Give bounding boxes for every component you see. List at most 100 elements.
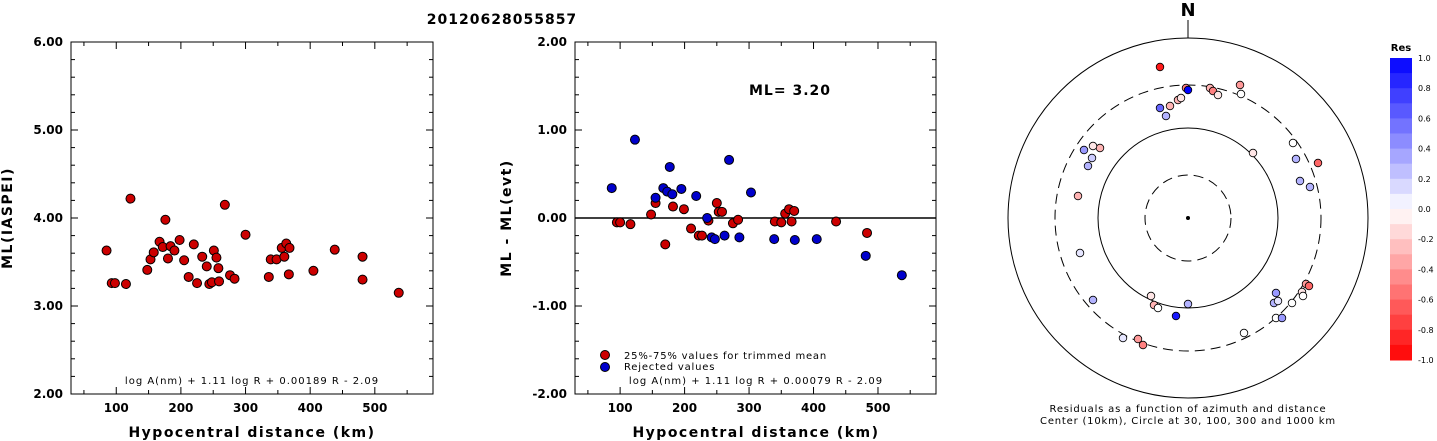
panel1-ytick-label: 3.00: [33, 299, 63, 313]
panel1-point: [142, 264, 153, 275]
panel2-ytick-label: 0.00: [537, 211, 567, 225]
panel1-ylabel: ML(IASPEI): [0, 167, 16, 269]
panel1-xtick-label: 100: [104, 401, 129, 415]
polar-point: [1155, 62, 1165, 72]
panel1-ytick-label: 6.00: [33, 35, 63, 49]
panel2-trimmed-point: [786, 216, 797, 227]
polar-points: [1073, 62, 1323, 350]
panel2-rejected-point: [789, 235, 800, 245]
panel1-point: [188, 239, 199, 250]
panel1-point: [308, 265, 319, 276]
panel1-point: [162, 253, 173, 264]
panel2-trimmed-point: [733, 214, 744, 225]
polar-point: [1161, 111, 1171, 121]
polar-point: [1235, 80, 1245, 90]
colorbar-cell: [1390, 239, 1412, 255]
panel1-points: [101, 193, 404, 298]
panel2-trimmed-point: [615, 217, 626, 228]
ring-30km: [1144, 174, 1232, 262]
panel1-point: [214, 276, 225, 287]
colorbar-cell: [1390, 148, 1412, 165]
panel1-xtick-label: 400: [298, 401, 323, 415]
polar-point: [1183, 85, 1193, 95]
panel1-point: [263, 271, 274, 282]
panel2-rejected-point: [896, 270, 907, 281]
panel1-point: [213, 263, 224, 274]
colorbar-label: 0.6: [1418, 114, 1431, 123]
colorbar-cell: [1390, 73, 1412, 89]
colorbar-label: 0.8: [1418, 84, 1431, 93]
colorbar-cell: [1390, 269, 1412, 285]
panel2-trimmed-point: [625, 219, 636, 230]
colorbar-cell: [1390, 103, 1412, 119]
colorbar-labels: 1.0 0.8 0.6 0.4 0.2 0.0 -0.2 -0.4 -0.6 -0.8 -1.0: [1418, 54, 1434, 365]
panel1-point: [183, 271, 194, 282]
polar-point: [1291, 154, 1301, 164]
panel2-trimmed-point: [660, 239, 671, 250]
colorbar-cell: [1390, 299, 1412, 316]
panel2-rejected-point: [860, 250, 871, 261]
panel2-y-ticks: 2.00 1.00 0.00 -1.00 -2.00: [532, 35, 936, 401]
colorbar-title: Res: [1391, 43, 1411, 54]
panel1-point: [109, 278, 120, 289]
colorbar-cell: [1390, 209, 1412, 225]
colorbar-cell: [1390, 254, 1412, 270]
panel2-ytick-label: 1.00: [537, 123, 567, 137]
polar-point: [1165, 101, 1175, 111]
panel1-point: [125, 193, 136, 204]
panel2-trimmed-point: [686, 223, 697, 234]
panel1-formula: log A(nm) + 1.11 log R + 0.00189 R - 2.0…: [125, 376, 379, 387]
panel1-y-ticks: 6.00 5.00 4.00 3.00 2.00: [33, 35, 433, 401]
panel1-ytick-label: 2.00: [33, 387, 63, 401]
panel1-point: [283, 269, 294, 280]
polar-point: [1298, 291, 1308, 301]
colorbar-label: -0.2: [1418, 235, 1434, 244]
polar-point: [1305, 182, 1315, 192]
panel2-trimmed-point: [711, 198, 722, 209]
panel2-ml-value: ML= 3.20: [749, 83, 831, 99]
panel1-point: [357, 251, 368, 262]
panel1-point: [174, 235, 185, 245]
panel2-xtick-label: 200: [672, 401, 697, 415]
panel2-rejected-point: [811, 234, 822, 245]
panel2-rejected-point: [606, 183, 617, 194]
panel1-point: [329, 244, 340, 255]
panel1-point: [229, 273, 240, 284]
panel1-point: [197, 251, 208, 262]
panel2-rejected-point: [769, 234, 780, 245]
colorbar-label: -1.0: [1418, 356, 1434, 365]
polar-point: [1079, 145, 1089, 155]
colorbar-cell: [1390, 178, 1412, 195]
panel2-ytick-label: -1.00: [532, 299, 567, 313]
legend-rejected-marker: [600, 362, 610, 372]
panel1-xtick-label: 500: [362, 401, 387, 415]
panel2-rejected-point: [702, 213, 713, 223]
colorbar-label: -0.8: [1418, 326, 1434, 335]
polar-point: [1248, 148, 1258, 158]
panel1-xlabel: Hypocentral distance (km): [128, 425, 375, 441]
polar-point: [1083, 161, 1093, 171]
panel2-xlabel: Hypocentral distance (km): [632, 425, 879, 441]
panel1-point: [179, 255, 190, 266]
panel2-rejected-point: [629, 134, 640, 145]
panel2-trimmed-point: [678, 204, 689, 215]
chart-title: 20120628055857: [427, 12, 577, 28]
colorbar-label: 0.0: [1418, 205, 1431, 214]
panel2-rejected-point: [724, 154, 735, 165]
colorbar-cell: [1390, 88, 1412, 104]
polar-point: [1088, 295, 1098, 305]
polar-point: [1288, 138, 1298, 148]
panel2-xtick-label: 500: [865, 401, 890, 415]
panel2-trimmed-point: [667, 201, 678, 212]
panel2-x-ticks: 100 200 300 400 500: [587, 42, 911, 415]
panel1-point: [148, 247, 159, 258]
polar-point: [1087, 153, 1097, 163]
panel2-ytick-label: 2.00: [537, 35, 567, 49]
polar-point: [1075, 248, 1085, 258]
colorbar-cell: [1390, 284, 1412, 301]
polar-point: [1146, 291, 1156, 301]
panel1-point: [219, 199, 230, 210]
panel-azimuth-map: N Residuals as a function of azimuth and…: [1007, 0, 1369, 427]
panel1-point: [169, 245, 180, 256]
polar-point: [1155, 103, 1165, 113]
